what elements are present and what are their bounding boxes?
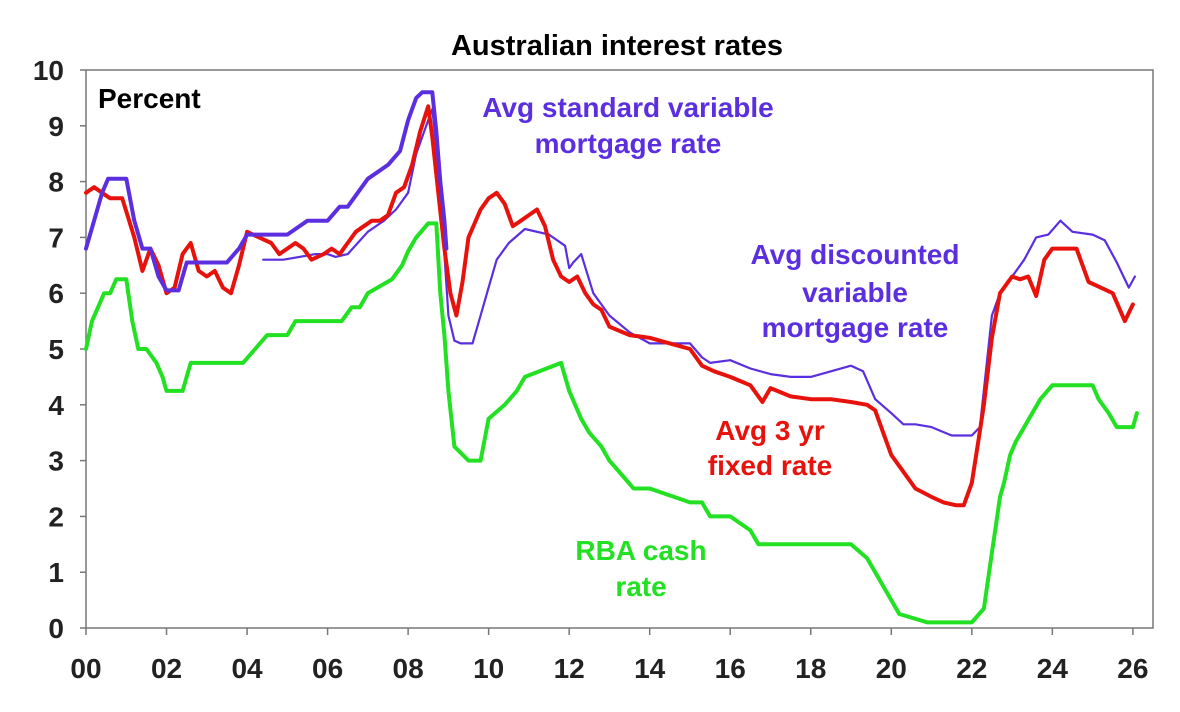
label-discounted-variable-line3: mortgage rate	[762, 312, 949, 343]
y-unit-label: Percent	[98, 83, 201, 114]
x-tick-label: 14	[634, 653, 666, 684]
series-group	[84, 90, 1139, 625]
x-tick-label: 24	[1037, 653, 1069, 684]
y-tick-label: 4	[48, 390, 64, 421]
y-tick-label: 7	[48, 222, 64, 253]
x-tick-label: 10	[473, 653, 504, 684]
label-discounted-variable-line2: variable	[802, 277, 908, 308]
x-tick-label: 18	[795, 653, 826, 684]
x-tick-label: 04	[231, 653, 263, 684]
x-tick-label: 08	[393, 653, 424, 684]
x-tick-label: 06	[312, 653, 343, 684]
label-standard-variable-line2: mortgage rate	[535, 128, 722, 159]
x-tick-label: 12	[554, 653, 585, 684]
label-3yr-fixed-line1: Avg 3 yr	[715, 415, 825, 446]
label-cash-rate-line1: RBA cash	[575, 535, 706, 566]
series-line-avg-standard-variable-mortgage-rate	[84, 90, 449, 293]
label-discounted-variable-line1: Avg discounted	[751, 239, 960, 270]
y-tick-label: 3	[48, 446, 64, 477]
y-tick-label: 10	[33, 55, 64, 86]
y-tick-label: 9	[48, 111, 64, 142]
series-line-avg-3-yr-fixed-rate	[84, 104, 1135, 508]
series-line-rba-cash-rate	[84, 221, 1139, 625]
label-standard-variable-line1: Avg standard variable	[482, 92, 774, 123]
y-tick-label: 1	[48, 557, 64, 588]
x-tick-label: 16	[715, 653, 746, 684]
label-3yr-fixed-line2: fixed rate	[708, 450, 833, 481]
label-cash-rate-line2: rate	[615, 571, 666, 602]
y-tick-label: 2	[48, 501, 64, 532]
y-tick-label: 8	[48, 167, 64, 198]
y-tick-label: 6	[48, 278, 64, 309]
x-tick-label: 26	[1117, 653, 1148, 684]
y-tick-label: 0	[48, 613, 64, 644]
x-tick-label: 00	[70, 653, 101, 684]
x-tick-label: 22	[956, 653, 987, 684]
y-tick-label: 5	[48, 334, 64, 365]
chart-title: Australian interest rates	[451, 30, 783, 62]
x-tick-label: 20	[876, 653, 907, 684]
x-tick-label: 02	[151, 653, 182, 684]
